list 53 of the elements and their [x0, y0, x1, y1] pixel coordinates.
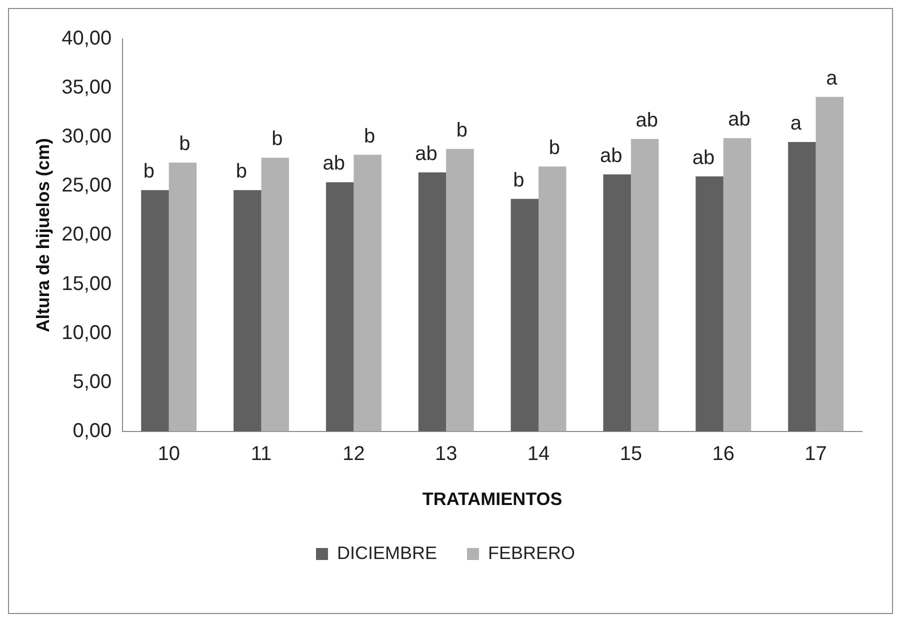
- bar: [630, 139, 659, 432]
- data-label: b: [236, 160, 247, 183]
- y-tick-label: 5,00: [72, 370, 112, 393]
- bar: [326, 182, 354, 432]
- y-tick-label: 10,00: [62, 322, 112, 344]
- y-tick-label: 35,00: [62, 76, 112, 99]
- x-tick-label: 15: [620, 442, 642, 465]
- x-tick-label: 16: [712, 442, 734, 465]
- bar: [234, 190, 262, 432]
- data-label: ab: [322, 152, 345, 175]
- data-label: b: [513, 169, 524, 192]
- legend-label: DICIEMBRE: [336, 542, 438, 563]
- data-label: b: [143, 160, 155, 183]
- bar: [261, 158, 290, 432]
- x-tick-label: 13: [434, 442, 458, 465]
- data-label: ab: [415, 142, 438, 165]
- data-label: ab: [600, 144, 622, 167]
- bar: [510, 198, 539, 432]
- bar: [168, 162, 197, 432]
- x-axis-title: TRATAMIENTOS: [422, 489, 562, 510]
- data-label: b: [548, 137, 560, 160]
- data-label: b: [179, 133, 190, 156]
- bar: [354, 154, 382, 432]
- bar: [723, 138, 752, 432]
- y-tick-label: 40,00: [62, 28, 112, 50]
- y-axis-title: Altura de hijuelos (cm): [32, 138, 53, 332]
- legend-label: FEBRERO: [488, 542, 576, 563]
- bar: [603, 174, 631, 432]
- y-tick-label: 30,00: [62, 126, 112, 148]
- x-tick-label: 11: [250, 442, 272, 465]
- data-label: b: [272, 128, 283, 150]
- bar: [816, 96, 844, 432]
- data-label: ab: [692, 146, 715, 169]
- data-label: b: [364, 125, 376, 148]
- x-tick-label: 10: [158, 442, 180, 465]
- bar: [538, 166, 566, 432]
- x-tick-label: 14: [527, 442, 550, 465]
- data-label: a: [826, 67, 838, 90]
- data-label: ab: [636, 110, 658, 132]
- y-tick-label: 15,00: [62, 272, 112, 295]
- bar: [446, 148, 474, 432]
- data-label: b: [456, 119, 468, 142]
- data-label: ab: [728, 108, 750, 131]
- x-tick-label: 12: [342, 442, 365, 465]
- data-label: a: [790, 112, 802, 135]
- bar: [141, 190, 169, 432]
- y-tick-label: 25,00: [62, 174, 112, 197]
- y-tick-label: 0,00: [72, 420, 112, 442]
- y-tick-label: 20,00: [62, 224, 112, 246]
- bar: [788, 142, 816, 432]
- bar: [696, 176, 724, 432]
- x-tick-label: 17: [804, 442, 827, 465]
- bar: [418, 172, 446, 432]
